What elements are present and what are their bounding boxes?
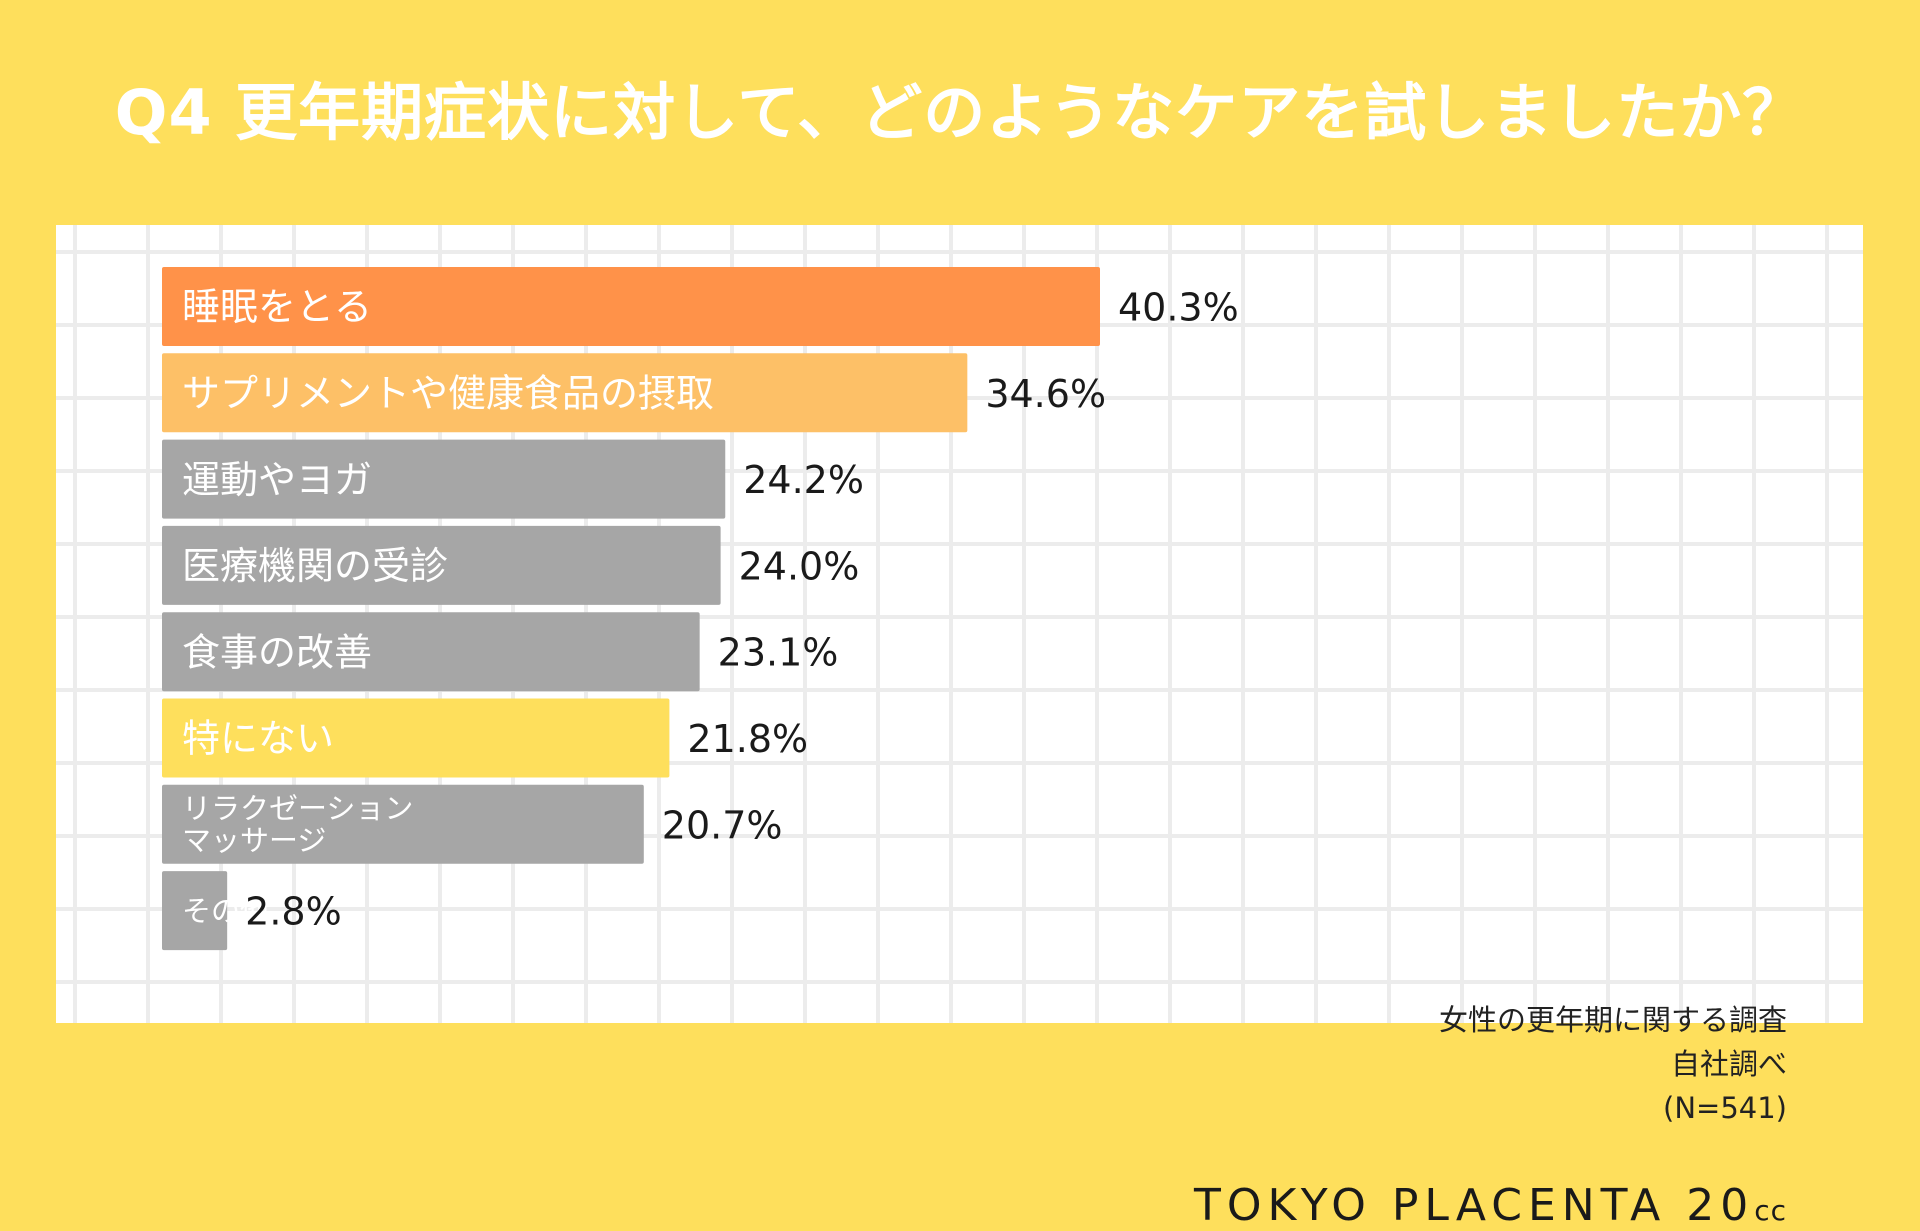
bar — [162, 267, 1100, 346]
brand-logo: TOKYO PLACENTA 20cc — [1194, 1180, 1787, 1231]
category-label: 医療機関の受診 — [182, 544, 448, 588]
value-label: 40.3% — [1118, 286, 1239, 330]
source-method: 自社調べ — [1670, 1047, 1787, 1081]
category-label: サプリメントや健康食品の摂取 — [182, 371, 714, 415]
category-label: 特にない — [182, 717, 334, 761]
bar-group: 運動やヨガ 24.2% — [162, 439, 864, 519]
value-label: 34.6% — [985, 372, 1106, 416]
value-label: 24.0% — [739, 544, 860, 588]
brand-name: TOKYO PLACENTA 20 — [1193, 1180, 1755, 1231]
bar-group: 医療機関の受診 24.0% — [162, 525, 860, 605]
bar-group: 食事の改善 23.1% — [162, 612, 839, 692]
category-label-line: マッサージ — [182, 824, 326, 858]
bar — [162, 353, 968, 433]
category-label: 運動やヨガ — [182, 458, 372, 502]
chart-panel: 睡眠をとる 40.3% サプリメントや健康食品の摂取 34.6% 運動やヨガ 24.2% 医… — [56, 225, 1863, 1231]
bar — [162, 698, 670, 778]
chart-title: Q4 更年期症状に対して、どのようなケアを試しましたか？ — [114, 76, 1806, 149]
bar — [162, 871, 228, 951]
bar — [162, 784, 644, 864]
source-survey-name: 女性の更年期に関する調査 — [1438, 1003, 1787, 1037]
value-label: 2.8% — [245, 890, 342, 934]
category-label: その他 — [182, 894, 269, 928]
value-label: 24.2% — [743, 458, 864, 502]
value-label: 20.7% — [662, 803, 783, 847]
bar — [162, 525, 721, 605]
bar-group: サプリメントや健康食品の摂取 34.6% — [162, 353, 1106, 433]
bar-chart: 睡眠をとる 40.3% サプリメントや健康食品の摂取 34.6% 運動やヨガ 24.2% 医… — [162, 267, 1239, 951]
source-note: 女性の更年期に関する調査 自社調べ (N=541) — [1439, 998, 1787, 1130]
category-label-line: リラクゼーション — [182, 792, 413, 826]
value-label: 23.1% — [718, 631, 839, 675]
brand-suffix: cc — [1754, 1194, 1787, 1227]
bar-group: 睡眠をとる 40.3% — [162, 267, 1239, 346]
category-label: リラクゼーションマッサージ — [182, 792, 413, 858]
bar — [162, 439, 726, 519]
category-label: 食事の改善 — [182, 630, 372, 674]
bar — [162, 612, 700, 692]
value-label: 21.8% — [687, 717, 808, 761]
bar-group: リラクゼーションマッサージ 20.7% — [162, 784, 783, 864]
bar-group: 特にない 21.8% — [162, 698, 808, 778]
source-sample-size: (N=541) — [1663, 1091, 1787, 1125]
category-label: 睡眠をとる — [182, 285, 372, 329]
